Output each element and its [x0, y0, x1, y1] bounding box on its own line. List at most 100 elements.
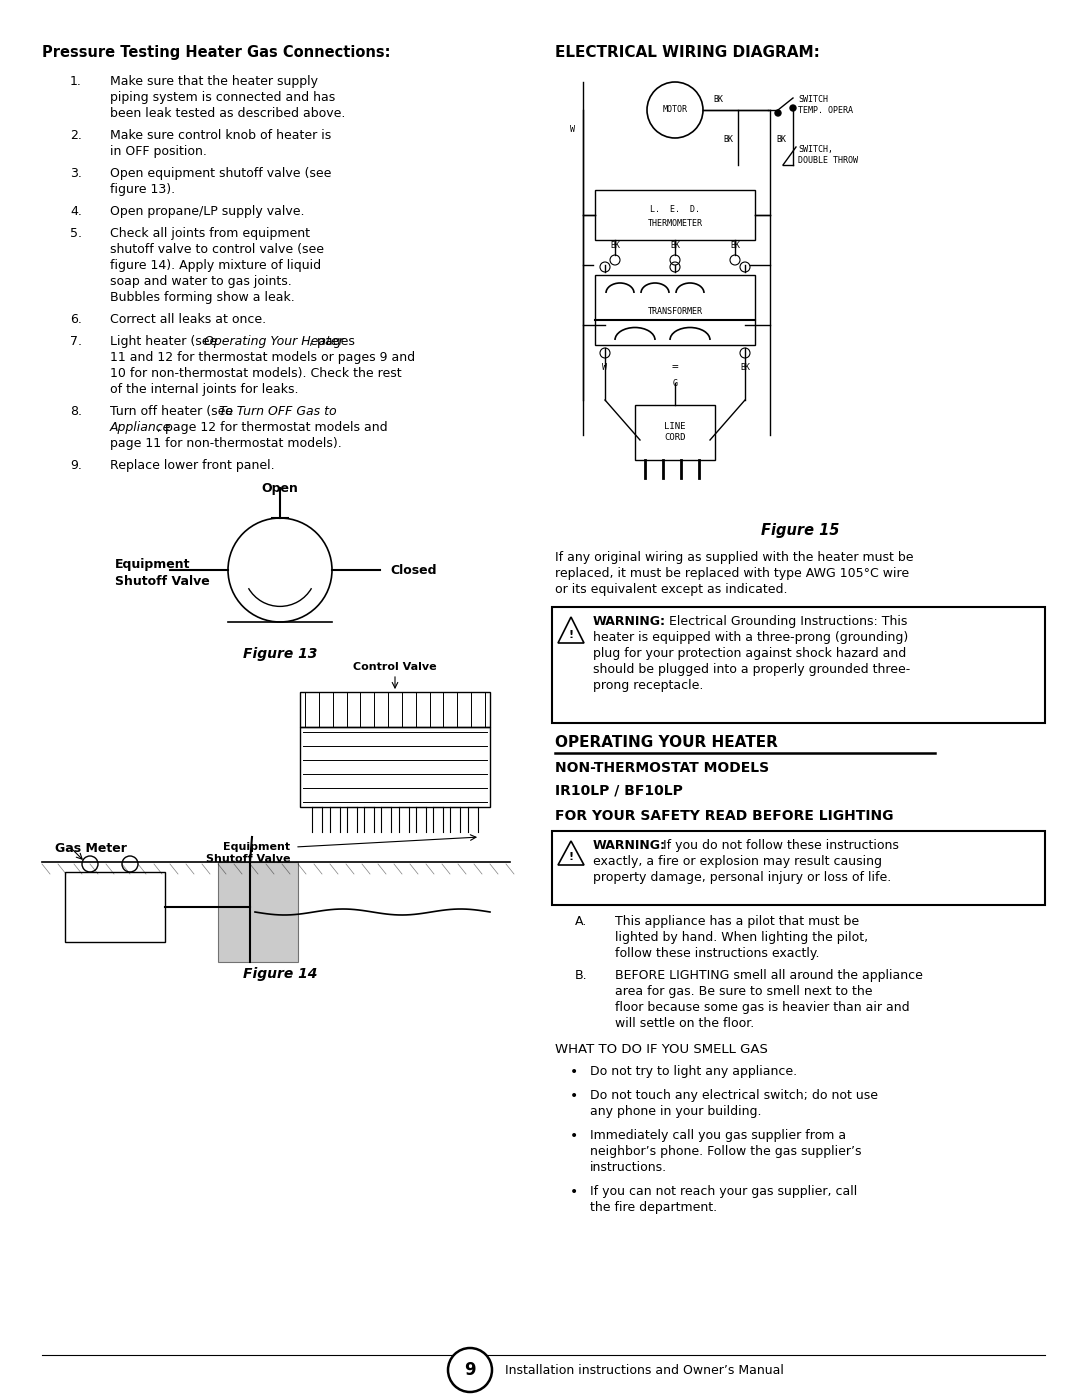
Text: 6.: 6. — [70, 313, 82, 326]
Text: NON-THERMOSTAT MODELS: NON-THERMOSTAT MODELS — [555, 761, 769, 775]
Text: in OFF position.: in OFF position. — [110, 145, 207, 158]
Bar — [635, 405, 715, 460]
Text: Control Valve: Control Valve — [353, 662, 436, 672]
Circle shape — [775, 110, 781, 116]
Text: =: = — [672, 362, 678, 372]
Text: OPERATING YOUR HEATER: OPERATING YOUR HEATER — [555, 735, 778, 750]
Text: neighbor’s phone. Follow the gas supplier’s: neighbor’s phone. Follow the gas supplie… — [590, 1146, 862, 1158]
Text: !: ! — [568, 630, 573, 640]
Text: heater is equipped with a three-prong (grounding): heater is equipped with a three-prong (g… — [593, 631, 908, 644]
Text: Open equipment shutoff valve (see: Open equipment shutoff valve (see — [110, 168, 332, 180]
Text: 9: 9 — [464, 1361, 476, 1379]
Text: BK: BK — [713, 95, 723, 103]
Text: replaced, it must be replaced with type AWG 105°C wire: replaced, it must be replaced with type … — [555, 567, 909, 580]
Text: floor because some gas is heavier than air and: floor because some gas is heavier than a… — [615, 1002, 909, 1014]
Text: Operating Your Heater: Operating Your Heater — [204, 335, 343, 348]
Bar — [300, 726, 490, 807]
Text: •: • — [570, 1090, 578, 1104]
Text: follow these instructions exactly.: follow these instructions exactly. — [615, 947, 820, 960]
Text: the fire department.: the fire department. — [590, 1201, 717, 1214]
Text: figure 14). Apply mixture of liquid: figure 14). Apply mixture of liquid — [110, 258, 321, 272]
Bar — [300, 692, 490, 726]
Text: BK: BK — [723, 136, 733, 144]
Text: lighted by hand. When lighting the pilot,: lighted by hand. When lighting the pilot… — [615, 930, 868, 944]
Text: figure 13).: figure 13). — [110, 183, 175, 196]
Text: prong receptacle.: prong receptacle. — [593, 679, 703, 692]
Text: MOTOR: MOTOR — [662, 106, 688, 115]
Text: of the internal joints for leaks.: of the internal joints for leaks. — [110, 383, 298, 395]
Bar — [65, 872, 165, 942]
Bar — [218, 862, 298, 963]
Text: A.: A. — [575, 915, 588, 928]
Text: Installation instructions and Owner’s Manual: Installation instructions and Owner’s Ma… — [505, 1363, 784, 1376]
Text: !: ! — [568, 852, 573, 862]
Text: been leak tested as described above.: been leak tested as described above. — [110, 108, 346, 120]
Text: 5.: 5. — [70, 226, 82, 240]
Text: Shutoff Valve: Shutoff Valve — [114, 576, 210, 588]
Text: WARNING:: WARNING: — [593, 615, 666, 629]
Text: Make sure control knob of heater is: Make sure control knob of heater is — [110, 129, 332, 142]
Text: LINE
CORD: LINE CORD — [664, 422, 686, 441]
Text: To Turn OFF Gas to: To Turn OFF Gas to — [219, 405, 337, 418]
Text: TRANSFORMER: TRANSFORMER — [648, 306, 702, 316]
Text: BK: BK — [610, 242, 620, 250]
Text: Appliance: Appliance — [110, 420, 172, 434]
Text: 7.: 7. — [70, 335, 82, 348]
Text: Replace lower front panel.: Replace lower front panel. — [110, 460, 274, 472]
Text: BK: BK — [740, 362, 750, 372]
Text: W: W — [570, 126, 575, 134]
Text: Open propane/LP supply valve.: Open propane/LP supply valve. — [110, 205, 305, 218]
Text: Figure 14: Figure 14 — [243, 967, 318, 981]
Text: 9.: 9. — [70, 460, 82, 472]
Text: should be plugged into a properly grounded three-: should be plugged into a properly ground… — [593, 664, 910, 676]
Text: L.  E.  D.: L. E. D. — [650, 205, 700, 215]
Text: BK: BK — [777, 136, 786, 144]
Text: B.: B. — [575, 970, 588, 982]
Text: exactly, a fire or explosion may result causing: exactly, a fire or explosion may result … — [593, 855, 882, 868]
Text: Open: Open — [261, 482, 298, 495]
Text: Gas Meter: Gas Meter — [55, 842, 126, 855]
Text: Light heater (see: Light heater (see — [110, 335, 221, 348]
Text: area for gas. Be sure to smell next to the: area for gas. Be sure to smell next to t… — [615, 985, 873, 997]
Text: property damage, personal injury or loss of life.: property damage, personal injury or loss… — [593, 870, 891, 884]
Text: or its equivalent except as indicated.: or its equivalent except as indicated. — [555, 583, 787, 597]
Text: WARNING:: WARNING: — [593, 840, 666, 852]
Text: Figure 15: Figure 15 — [760, 522, 839, 538]
Text: Correct all leaks at once.: Correct all leaks at once. — [110, 313, 266, 326]
Text: Immediately call you gas supplier from a: Immediately call you gas supplier from a — [590, 1129, 846, 1141]
Text: BK: BK — [730, 242, 740, 250]
Text: •: • — [570, 1065, 578, 1078]
Text: , page 12 for thermostat models and: , page 12 for thermostat models and — [157, 420, 388, 434]
Text: Electrical Grounding Instructions: This: Electrical Grounding Instructions: This — [665, 615, 907, 629]
Text: G: G — [673, 379, 677, 387]
Bar — [552, 608, 1045, 724]
Bar — [595, 275, 755, 345]
Circle shape — [789, 105, 796, 110]
Text: 8.: 8. — [70, 405, 82, 418]
Text: 10 for non-thermostat models). Check the rest: 10 for non-thermostat models). Check the… — [110, 367, 402, 380]
Text: SWITCH
TEMP. OPERA: SWITCH TEMP. OPERA — [798, 95, 853, 115]
Text: will settle on the floor.: will settle on the floor. — [615, 1017, 754, 1030]
Text: WHAT TO DO IF YOU SMELL GAS: WHAT TO DO IF YOU SMELL GAS — [555, 1044, 768, 1056]
Text: Equipment: Equipment — [114, 557, 190, 571]
Text: Make sure that the heater supply: Make sure that the heater supply — [110, 75, 318, 88]
Text: page 11 for non-thermostat models).: page 11 for non-thermostat models). — [110, 437, 341, 450]
Text: If you can not reach your gas supplier, call: If you can not reach your gas supplier, … — [590, 1185, 858, 1199]
Text: shutoff valve to control valve (see: shutoff valve to control valve (see — [110, 243, 324, 256]
Text: plug for your protection against shock hazard and: plug for your protection against shock h… — [593, 647, 906, 659]
Text: •: • — [570, 1129, 578, 1143]
Text: Figure 13: Figure 13 — [243, 647, 318, 661]
Text: SWITCH,
DOUBLE THROW: SWITCH, DOUBLE THROW — [798, 145, 858, 165]
Text: IR10LP / BF10LP: IR10LP / BF10LP — [555, 782, 683, 798]
Text: •: • — [570, 1185, 578, 1199]
Text: ELECTRICAL WIRING DIAGRAM:: ELECTRICAL WIRING DIAGRAM: — [555, 45, 820, 60]
Text: 1.: 1. — [70, 75, 82, 88]
Text: Closed: Closed — [390, 563, 436, 577]
Text: 11 and 12 for thermostat models or pages 9 and: 11 and 12 for thermostat models or pages… — [110, 351, 415, 365]
Text: Check all joints from equipment: Check all joints from equipment — [110, 226, 310, 240]
Text: BEFORE LIGHTING smell all around the appliance: BEFORE LIGHTING smell all around the app… — [615, 970, 923, 982]
Text: Bubbles forming show a leak.: Bubbles forming show a leak. — [110, 291, 295, 305]
Text: piping system is connected and has: piping system is connected and has — [110, 91, 335, 103]
Text: FOR YOUR SAFETY READ BEFORE LIGHTING: FOR YOUR SAFETY READ BEFORE LIGHTING — [555, 809, 893, 823]
Text: If you do not follow these instructions: If you do not follow these instructions — [659, 840, 899, 852]
